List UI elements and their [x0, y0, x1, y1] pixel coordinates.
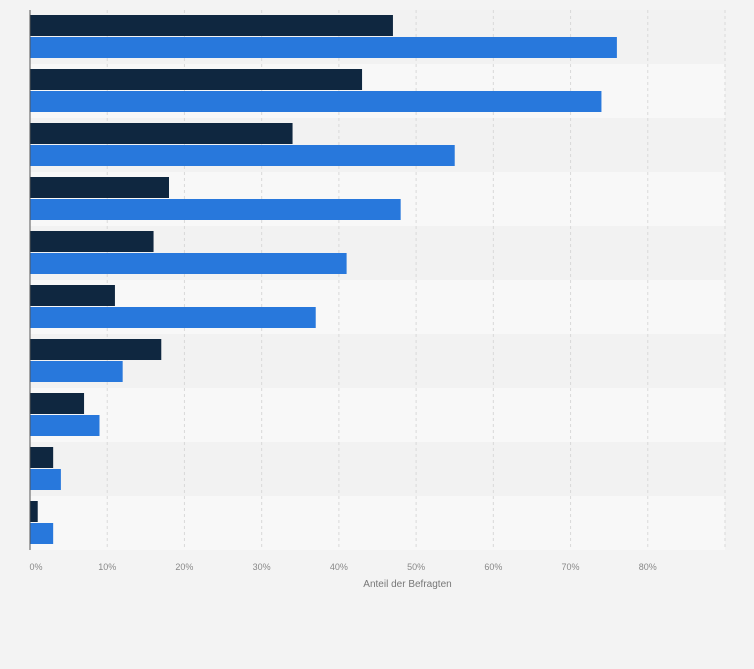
bar-series-2	[30, 145, 455, 166]
x-tick-label: 0%	[29, 562, 42, 572]
row-band	[30, 496, 725, 550]
row-band	[30, 388, 725, 442]
bar-series-2	[30, 415, 100, 436]
bar-series-1	[30, 69, 363, 90]
bar-series-2	[30, 91, 602, 112]
bar-series-2	[30, 469, 61, 490]
bar-series-2	[30, 199, 401, 220]
bar-series-2	[30, 37, 617, 58]
bar-series-1	[30, 123, 293, 144]
bar-series-2	[30, 307, 316, 328]
x-tick-label: 50%	[407, 562, 425, 572]
x-tick-label: 80%	[639, 562, 657, 572]
bar-series-1	[30, 339, 162, 360]
bar-series-1	[30, 231, 154, 252]
x-tick-label: 30%	[253, 562, 271, 572]
row-band	[30, 442, 725, 496]
bar-series-2	[30, 361, 123, 382]
x-axis-title: Anteil der Befragten	[363, 579, 451, 590]
x-tick-label: 20%	[175, 562, 193, 572]
bar-series-1	[30, 15, 393, 36]
x-tick-label: 40%	[330, 562, 348, 572]
bar-series-1	[30, 285, 115, 306]
bar-series-1	[30, 177, 169, 198]
bars	[30, 15, 617, 544]
bar-series-2	[30, 523, 54, 544]
x-tick-label: 60%	[484, 562, 502, 572]
x-tick-label: 10%	[98, 562, 116, 572]
bar-series-1	[30, 393, 85, 414]
bar-series-1	[30, 501, 38, 522]
x-tick-labels: 0% 10% 20% 30% 40% 50% 60% 70% 80%	[29, 562, 656, 572]
x-tick-label: 70%	[562, 562, 580, 572]
bar-series-2	[30, 253, 347, 274]
bar-series-1	[30, 447, 54, 468]
